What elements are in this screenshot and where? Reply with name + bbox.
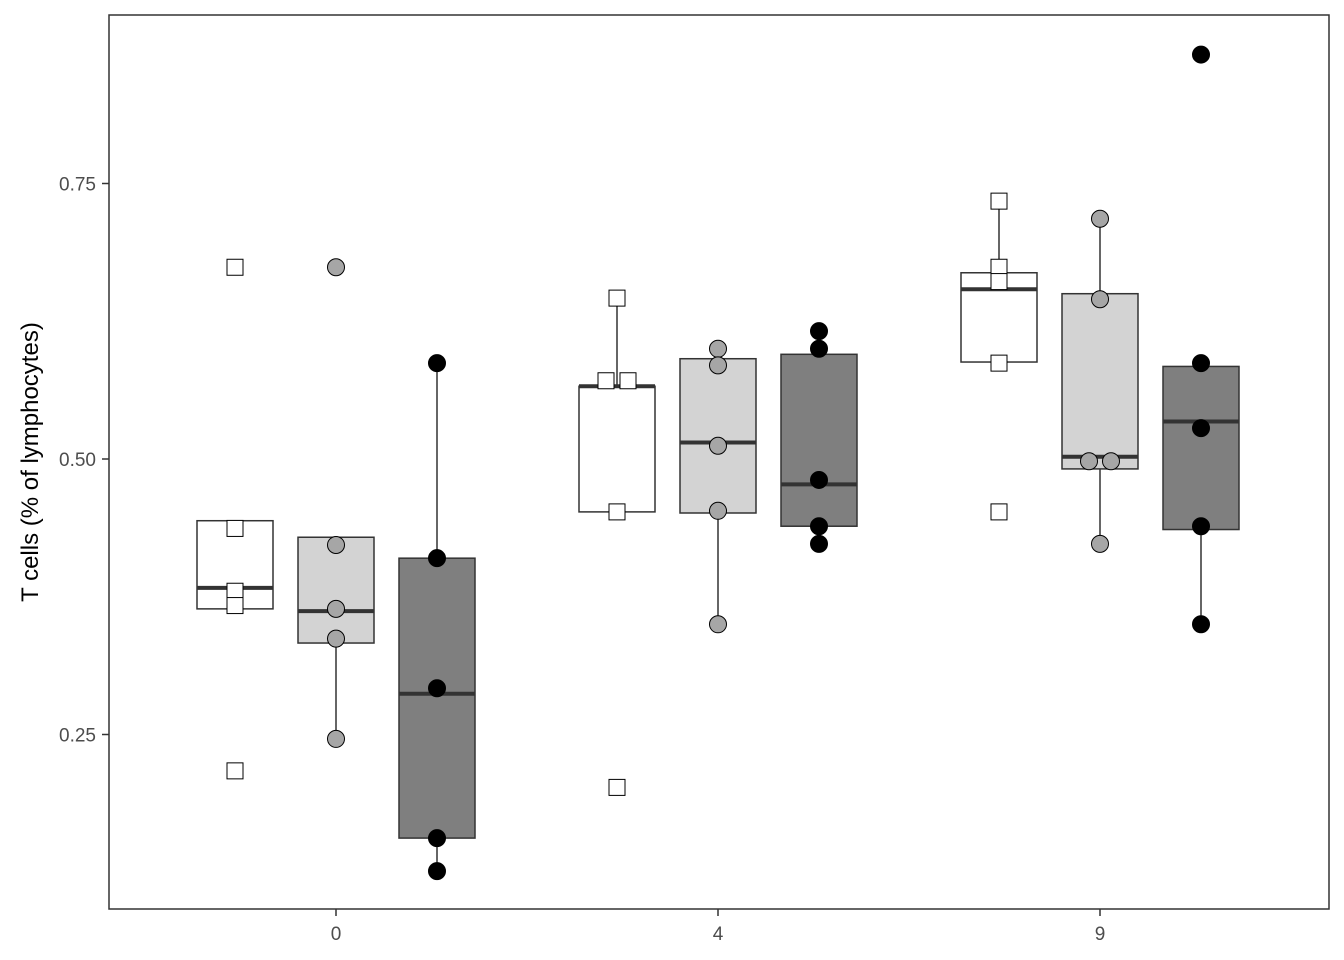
data-point bbox=[990, 192, 1008, 210]
box bbox=[398, 557, 476, 839]
box bbox=[780, 353, 858, 527]
box-group bbox=[578, 289, 656, 796]
data-point bbox=[608, 289, 626, 307]
data-point bbox=[709, 501, 727, 520]
box-group bbox=[1162, 45, 1240, 634]
data-point bbox=[1091, 209, 1109, 228]
data-point bbox=[327, 535, 345, 554]
box-group bbox=[679, 339, 757, 634]
plot-area bbox=[196, 45, 1240, 881]
data-point bbox=[428, 679, 446, 698]
x-tick-label: 0 bbox=[331, 924, 342, 945]
data-point bbox=[810, 470, 828, 489]
box-group bbox=[780, 322, 858, 553]
y-axis-title: T cells (% of lymphocytes) bbox=[17, 322, 44, 602]
data-point bbox=[1192, 354, 1210, 373]
box-group bbox=[297, 258, 375, 748]
x-tick-label: 4 bbox=[713, 924, 724, 945]
box-group bbox=[960, 192, 1038, 521]
data-point bbox=[327, 629, 345, 648]
data-point bbox=[709, 356, 727, 375]
data-point bbox=[1102, 452, 1120, 471]
data-point bbox=[226, 582, 244, 600]
data-point bbox=[1192, 615, 1210, 634]
data-point bbox=[810, 322, 828, 341]
data-point bbox=[810, 534, 828, 553]
box-group bbox=[398, 354, 476, 881]
y-tick-label: 0.50 bbox=[59, 450, 96, 471]
y-tick-label: 0.25 bbox=[59, 726, 96, 747]
data-point bbox=[1080, 452, 1098, 471]
data-point bbox=[608, 778, 626, 796]
box bbox=[679, 357, 757, 514]
data-point bbox=[327, 729, 345, 748]
box bbox=[578, 385, 656, 513]
data-point bbox=[990, 273, 1008, 291]
data-point bbox=[709, 436, 727, 455]
data-point bbox=[810, 339, 828, 358]
data-point bbox=[428, 549, 446, 568]
data-point bbox=[327, 599, 345, 618]
data-point bbox=[608, 503, 626, 521]
data-point bbox=[709, 339, 727, 358]
data-point bbox=[619, 372, 637, 390]
panel-border bbox=[108, 14, 1330, 910]
data-point bbox=[597, 372, 615, 390]
x-axis: 0 4 9 bbox=[331, 909, 1106, 945]
y-tick-label: 0.75 bbox=[59, 175, 96, 196]
y-axis: 0.25 0.50 0.75 bbox=[59, 175, 109, 747]
data-point bbox=[226, 762, 244, 780]
data-point bbox=[226, 597, 244, 615]
data-point bbox=[327, 258, 345, 277]
data-point bbox=[1192, 517, 1210, 536]
data-point bbox=[990, 258, 1008, 276]
data-point bbox=[810, 517, 828, 536]
x-tick-label: 9 bbox=[1095, 924, 1106, 945]
data-point bbox=[990, 503, 1008, 521]
box bbox=[1162, 365, 1240, 531]
data-point bbox=[428, 354, 446, 373]
data-point bbox=[1192, 419, 1210, 438]
data-point bbox=[226, 519, 244, 537]
data-point bbox=[1091, 534, 1109, 553]
box-group bbox=[1061, 209, 1139, 553]
data-point bbox=[990, 354, 1008, 372]
data-point bbox=[428, 829, 446, 848]
data-point bbox=[428, 862, 446, 881]
data-point bbox=[1192, 45, 1210, 64]
box-group bbox=[196, 258, 274, 780]
box bbox=[1061, 292, 1139, 470]
data-point bbox=[1091, 290, 1109, 309]
data-point bbox=[709, 615, 727, 634]
data-point bbox=[226, 258, 244, 276]
